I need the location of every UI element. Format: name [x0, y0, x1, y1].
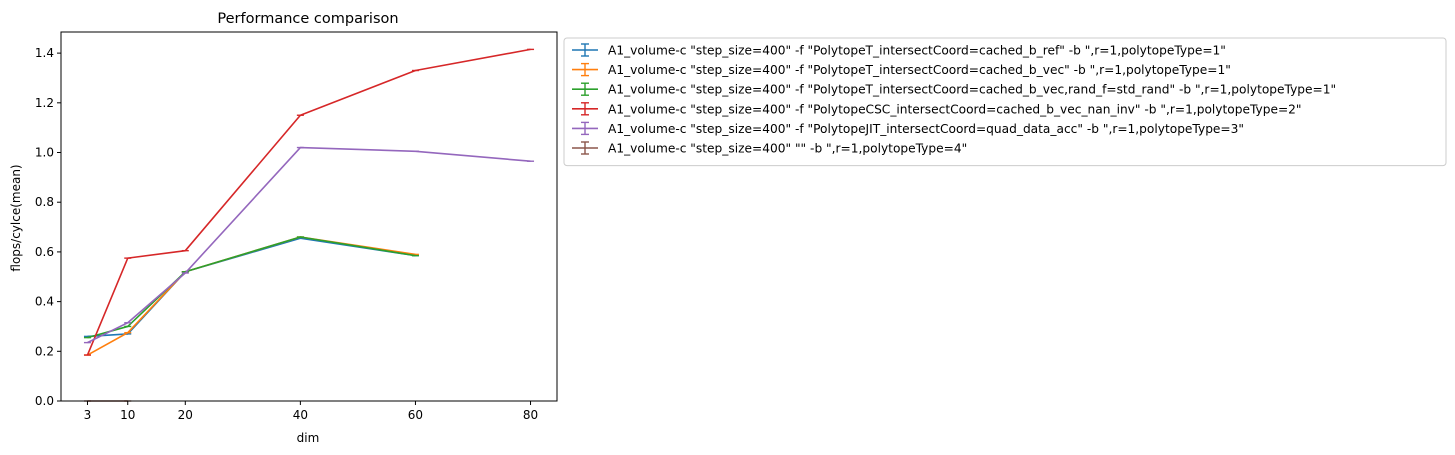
- x-axis: 3 10 20 40 60 80: [84, 401, 538, 422]
- legend-item-0: A1_volume-c "step_size=400" -f "Polytope…: [572, 43, 1226, 58]
- legend-item-3: A1_volume-c "step_size=400" -f "Polytope…: [572, 102, 1302, 116]
- legend-item-5: A1_volume-c "step_size=400" "" -b ",r=1,…: [572, 141, 967, 156]
- y-tick-label-4: 0.8: [35, 195, 54, 209]
- x-tick-label-3: 40: [293, 408, 308, 422]
- x-tick-label-5: 80: [523, 408, 538, 422]
- series-line-0: [87, 237, 416, 338]
- legend-label-3: A1_volume-c "step_size=400" -f "Polytope…: [608, 102, 1302, 116]
- legend-label-4: A1_volume-c "step_size=400" -f "Polytope…: [608, 122, 1244, 136]
- chart-title: Performance comparison: [217, 11, 398, 27]
- axes-frame: [60, 31, 558, 402]
- y-tick-label-3: 0.6: [35, 245, 54, 259]
- legend-label-5: A1_volume-c "step_size=400" "" -b ",r=1,…: [608, 142, 967, 156]
- y-tick-label-7: 1.4: [35, 46, 54, 60]
- y-tick-label-5: 1.0: [35, 146, 54, 160]
- series-line-1: [87, 236, 416, 356]
- x-tick-label-4: 60: [408, 408, 423, 422]
- legend-item-2: A1_volume-c "step_size=400" -f "Polytope…: [572, 82, 1336, 97]
- y-tick-label-2: 0.4: [35, 295, 54, 309]
- x-tick-label-2: 20: [178, 408, 193, 422]
- series-line-3: [86, 48, 531, 356]
- legend-item-1: A1_volume-c "step_size=400" -f "Polytope…: [572, 62, 1231, 77]
- plot-area: [60, 31, 558, 402]
- legend-label-1: A1_volume-c "step_size=400" -f "Polytope…: [608, 63, 1231, 77]
- legend-item-4: A1_volume-c "step_size=400" -f "Polytope…: [572, 121, 1244, 136]
- x-tick-label-1: 10: [120, 408, 135, 422]
- y-axis-label: flops/cylce(mean): [9, 164, 23, 271]
- legend: A1_volume-c "step_size=400" -f "Polytope…: [563, 37, 1447, 167]
- y-tick-label-6: 1.2: [35, 96, 54, 110]
- series-line-4: [87, 146, 531, 344]
- x-tick-label-0: 3: [84, 408, 92, 422]
- y-tick-label-1: 0.2: [35, 344, 54, 358]
- legend-label-2: A1_volume-c "step_size=400" -f "Polytope…: [608, 83, 1336, 97]
- x-axis-label: dim: [297, 431, 320, 445]
- y-axis: 0.0 0.2 0.4 0.6 0.8 1.0 1.2 1.4: [35, 46, 61, 408]
- legend-label-0: A1_volume-c "step_size=400" -f "Polytope…: [608, 44, 1226, 58]
- legend-frame: [563, 37, 1447, 167]
- y-tick-label-0: 0.0: [35, 394, 54, 408]
